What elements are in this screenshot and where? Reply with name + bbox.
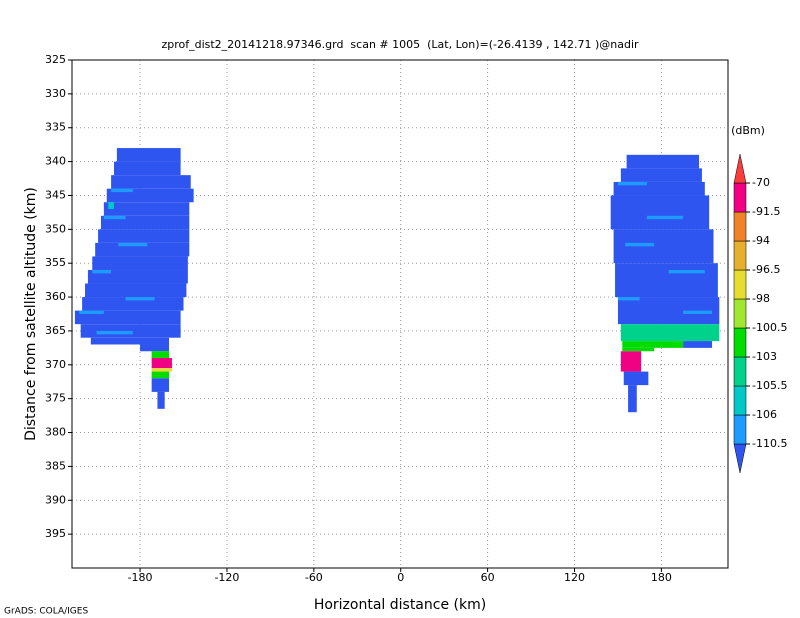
cell [622, 347, 655, 352]
y-tick-label: 375 [45, 392, 66, 405]
cell [157, 391, 165, 409]
cell [140, 344, 170, 352]
chart-title: zprof_dist2_20141218.97346.grd scan # 10… [161, 38, 639, 51]
cell [620, 351, 642, 372]
cell [111, 188, 133, 193]
colorbar-segment [733, 298, 747, 329]
y-tick-label: 330 [45, 87, 66, 100]
cell [151, 371, 170, 379]
cell [617, 297, 640, 301]
cell [646, 215, 684, 220]
cell [151, 368, 172, 372]
y-tick-label: 345 [45, 188, 66, 201]
cell [151, 358, 172, 369]
colorbar-label: -94 [752, 234, 770, 247]
colorbar-label: -91.5 [752, 205, 780, 218]
x-tick-label: -120 [214, 571, 239, 584]
y-tick-label: 380 [45, 426, 66, 439]
y-tick-label: 385 [45, 459, 66, 472]
x-tick-label: 60 [481, 571, 495, 584]
x-axis-label: Horizontal distance (km) [314, 597, 486, 613]
x-tick-label: -60 [305, 571, 323, 584]
footer: GrADS: COLA/IGES [4, 607, 88, 617]
colorbar-label: -106 [752, 408, 777, 421]
y-tick-label: 335 [45, 121, 66, 134]
x-tick-label: 180 [651, 571, 672, 584]
x-tick-label: 0 [397, 571, 404, 584]
colorbar-label: -70 [752, 176, 770, 189]
colorbar-segment [733, 211, 747, 242]
colorbar-segment [733, 414, 747, 445]
cell [111, 175, 191, 189]
colorbar-segment [733, 443, 747, 474]
cell [668, 269, 705, 274]
cell [96, 330, 133, 335]
cell [620, 168, 702, 182]
cell [151, 351, 170, 359]
colorbar-label: -96.5 [752, 263, 780, 276]
cell [683, 341, 713, 348]
colorbar-segment [733, 327, 747, 358]
cell [113, 161, 181, 176]
colorbar-label: -105.5 [752, 379, 787, 392]
colorbar-label: -98 [752, 292, 770, 305]
cell [85, 283, 187, 298]
cell [626, 154, 700, 169]
cell [92, 256, 188, 270]
cell [92, 269, 112, 274]
colorbar-label: -110.5 [752, 437, 787, 450]
cell [622, 341, 684, 348]
y-tick-label: 340 [45, 155, 66, 168]
plot-frame [71, 59, 729, 569]
cell [116, 148, 181, 162]
cell [628, 385, 637, 413]
colorbar-segment [733, 153, 747, 184]
colorbar-label: -103 [752, 350, 777, 363]
colorbar-segment [733, 269, 747, 300]
colorbar-label: -100.5 [752, 321, 787, 334]
cell [683, 310, 713, 314]
x-tick-label: 120 [564, 571, 585, 584]
y-tick-label: 325 [45, 53, 66, 66]
cell [623, 371, 649, 386]
colorbar-segment [733, 182, 747, 213]
y-tick-label: 355 [45, 256, 66, 269]
y-tick-label: 390 [45, 493, 66, 506]
colorbar-title: (dBm) [731, 124, 765, 137]
cell [108, 202, 114, 210]
cell [615, 263, 718, 298]
y-tick-label: 395 [45, 527, 66, 540]
cell [118, 242, 148, 247]
cell [620, 324, 720, 342]
cell [610, 195, 710, 230]
cell [103, 202, 190, 216]
cell [125, 297, 155, 301]
colorbar-segment [733, 240, 747, 271]
x-tick-label: -180 [128, 571, 153, 584]
y-tick-label: 365 [45, 324, 66, 337]
cell [79, 310, 104, 314]
cell [617, 181, 647, 186]
cell [151, 378, 170, 392]
cell [90, 337, 170, 345]
y-tick-label: 360 [45, 290, 66, 303]
colorbar-segment [733, 356, 747, 387]
cell [87, 269, 188, 284]
y-axis-label: Distance from satellite altitude (km) [23, 187, 39, 441]
y-tick-label: 370 [45, 358, 66, 371]
cell [625, 242, 655, 247]
y-tick-label: 350 [45, 222, 66, 235]
colorbar-segment [733, 385, 747, 416]
cell [82, 297, 184, 311]
cell [98, 229, 190, 243]
cell [103, 215, 126, 220]
